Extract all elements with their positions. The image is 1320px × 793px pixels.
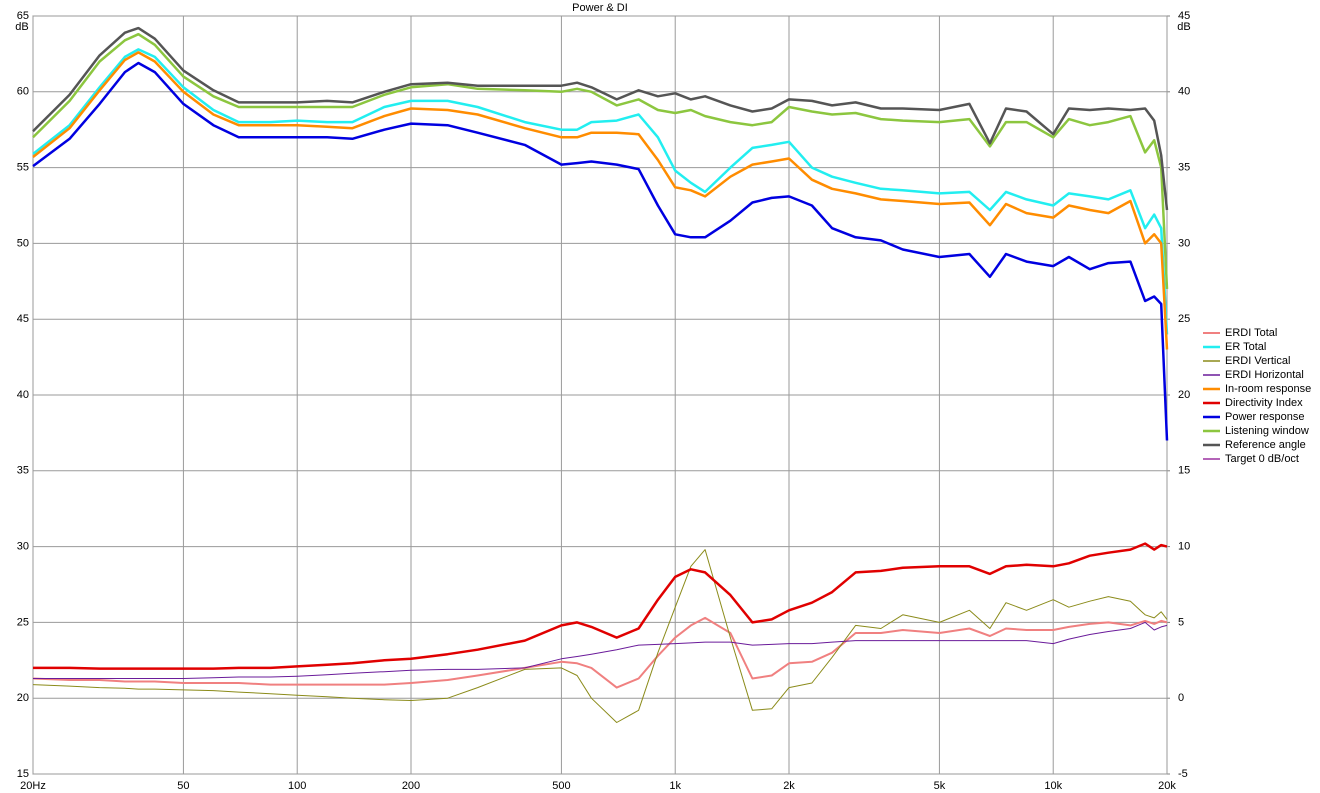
- legend-label: In-room response: [1225, 383, 1311, 395]
- series-line: [33, 542, 1168, 670]
- x-tick-label: 200: [402, 780, 420, 792]
- x-tick-label: 2k: [783, 780, 795, 792]
- series-line: [32, 61, 1169, 441]
- y-tick-label: 35: [17, 465, 29, 477]
- legend-label: Power response: [1225, 411, 1305, 423]
- legend-label: Listening window: [1225, 425, 1309, 437]
- series-line: [32, 616, 1168, 689]
- y-tick-label: 65: [17, 10, 29, 22]
- x-tick-label: 500: [552, 780, 570, 792]
- legend-label: Reference angle: [1225, 439, 1306, 451]
- y2-tick-label: 10: [1178, 541, 1190, 553]
- y-tick-label: 20: [17, 692, 29, 704]
- y-tick-label: 25: [17, 616, 29, 628]
- x-tick-label: 10k: [1044, 780, 1062, 792]
- y2-tick-label: 40: [1178, 86, 1190, 98]
- legend-label: ERDI Total: [1225, 327, 1277, 339]
- y2-axis-label: dB: [1177, 21, 1190, 33]
- y2-tick-label: 0: [1178, 692, 1184, 704]
- x-tick-label: 100: [288, 780, 306, 792]
- series-line: [32, 32, 1169, 289]
- legend-label: Directivity Index: [1225, 397, 1303, 409]
- y2-tick-label: 30: [1178, 237, 1190, 249]
- legend-label: ER Total: [1225, 341, 1266, 353]
- y2-tick-label: -5: [1178, 768, 1188, 780]
- legend-label: ERDI Vertical: [1225, 355, 1290, 367]
- y-tick-label: 40: [17, 389, 29, 401]
- series-line: [32, 549, 1168, 723]
- x-tick-label: 20Hz: [20, 780, 46, 792]
- series-line: [32, 51, 1169, 350]
- y-tick-label: 60: [17, 86, 29, 98]
- chart-title: Power & DI: [572, 2, 628, 14]
- y2-tick-label: 45: [1178, 10, 1190, 22]
- x-tick-label: 1k: [669, 780, 681, 792]
- y-tick-label: 15: [17, 768, 29, 780]
- legend-label: Target 0 dB/oct: [1225, 453, 1299, 465]
- y-tick-label: 45: [17, 313, 29, 325]
- y-axis-label: dB: [15, 21, 28, 33]
- series-line: [33, 621, 1168, 679]
- series-line: [32, 48, 1169, 335]
- x-tick-label: 20k: [1158, 780, 1176, 792]
- series-line: [32, 26, 1169, 211]
- y2-tick-label: 25: [1178, 313, 1190, 325]
- y2-tick-label: 35: [1178, 162, 1190, 174]
- y2-tick-label: 15: [1178, 465, 1190, 477]
- y2-tick-label: 5: [1178, 616, 1184, 628]
- y2-tick-label: 20: [1178, 389, 1190, 401]
- y-tick-label: 50: [17, 237, 29, 249]
- y-tick-label: 30: [17, 541, 29, 553]
- legend-label: ERDI Horizontal: [1225, 369, 1304, 381]
- x-tick-label: 5k: [934, 780, 946, 792]
- x-tick-label: 50: [177, 780, 189, 792]
- y-tick-label: 55: [17, 162, 29, 174]
